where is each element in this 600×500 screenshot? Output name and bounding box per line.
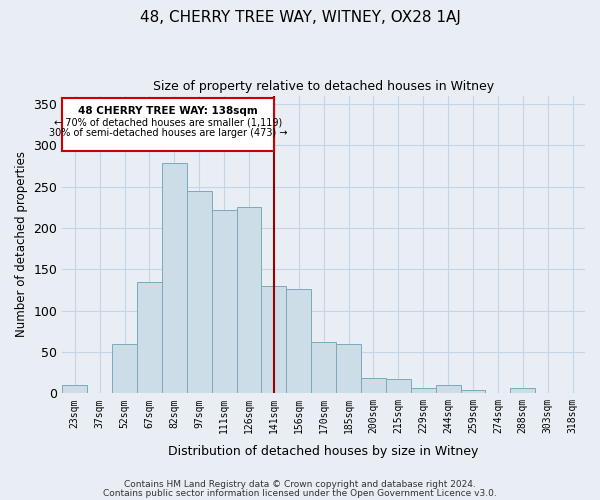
Bar <box>62 385 87 394</box>
Bar <box>262 286 286 394</box>
Title: Size of property relative to detached houses in Witney: Size of property relative to detached ho… <box>153 80 494 93</box>
Bar <box>461 390 485 394</box>
Bar <box>411 388 436 394</box>
Text: 48 CHERRY TREE WAY: 138sqm: 48 CHERRY TREE WAY: 138sqm <box>78 106 258 117</box>
Text: 48, CHERRY TREE WAY, WITNEY, OX28 1AJ: 48, CHERRY TREE WAY, WITNEY, OX28 1AJ <box>140 10 460 25</box>
Bar <box>336 344 361 394</box>
Bar <box>137 282 162 394</box>
Bar <box>212 210 236 394</box>
Bar <box>162 164 187 394</box>
Bar <box>112 344 137 394</box>
Bar <box>236 207 262 394</box>
Bar <box>386 379 411 394</box>
Bar <box>62 98 274 151</box>
Bar <box>511 388 535 394</box>
Bar <box>436 385 461 394</box>
Text: Contains HM Land Registry data © Crown copyright and database right 2024.: Contains HM Land Registry data © Crown c… <box>124 480 476 489</box>
X-axis label: Distribution of detached houses by size in Witney: Distribution of detached houses by size … <box>169 444 479 458</box>
Bar <box>361 378 386 394</box>
Text: ← 70% of detached houses are smaller (1,119): ← 70% of detached houses are smaller (1,… <box>54 117 282 127</box>
Bar <box>187 192 212 394</box>
Y-axis label: Number of detached properties: Number of detached properties <box>15 152 28 338</box>
Bar <box>311 342 336 394</box>
Text: Contains public sector information licensed under the Open Government Licence v3: Contains public sector information licen… <box>103 490 497 498</box>
Bar <box>286 289 311 394</box>
Text: 30% of semi-detached houses are larger (473) →: 30% of semi-detached houses are larger (… <box>49 128 287 138</box>
